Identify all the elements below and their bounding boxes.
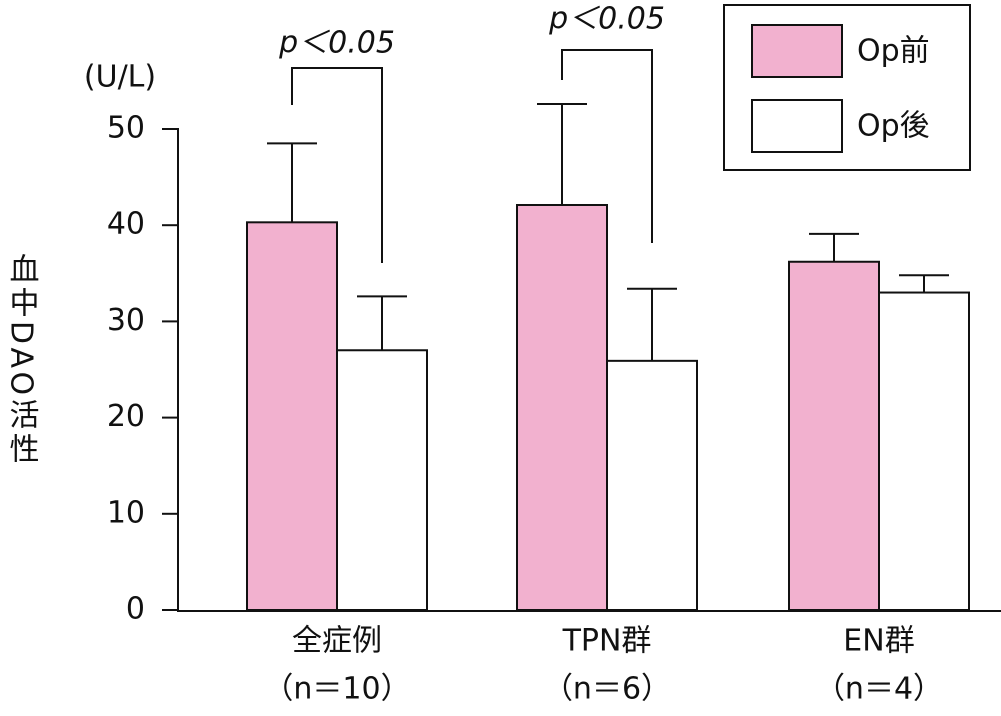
y-tick-label: 50 (107, 111, 145, 146)
legend-swatch (751, 99, 843, 153)
annotation: p＜0.05 (278, 26, 395, 61)
x-tick-label: 全症例 (292, 624, 382, 659)
y-tick-label: 30 (107, 303, 145, 338)
annotation: p＜0.05 (548, 2, 665, 37)
bar (336, 349, 428, 611)
significance-bracket (291, 67, 383, 263)
legend-swatch (751, 24, 843, 78)
x-tick-note: （n＝6） (543, 672, 671, 707)
bar (516, 203, 608, 612)
legend-label: Op前 (857, 34, 930, 69)
bar (606, 359, 698, 612)
bar (246, 221, 338, 611)
x-tick-note: （n＝10） (263, 672, 410, 707)
y-tick-label: 10 (107, 495, 145, 530)
bar (788, 260, 880, 611)
legend-label: Op後 (857, 109, 930, 144)
x-tick-label: TPN群 (562, 624, 652, 659)
significance-bracket (561, 49, 653, 243)
x-tick-label: EN群 (843, 624, 914, 659)
y-axis-label: 血中DAO活性 (4, 253, 40, 467)
unit-label: (U/L) (84, 60, 156, 95)
y-tick-label: 40 (107, 207, 145, 242)
x-tick-note: （n＝4） (815, 672, 943, 707)
y-tick-label: 0 (126, 592, 145, 627)
y-tick-label: 20 (107, 399, 145, 434)
bar (878, 291, 970, 611)
